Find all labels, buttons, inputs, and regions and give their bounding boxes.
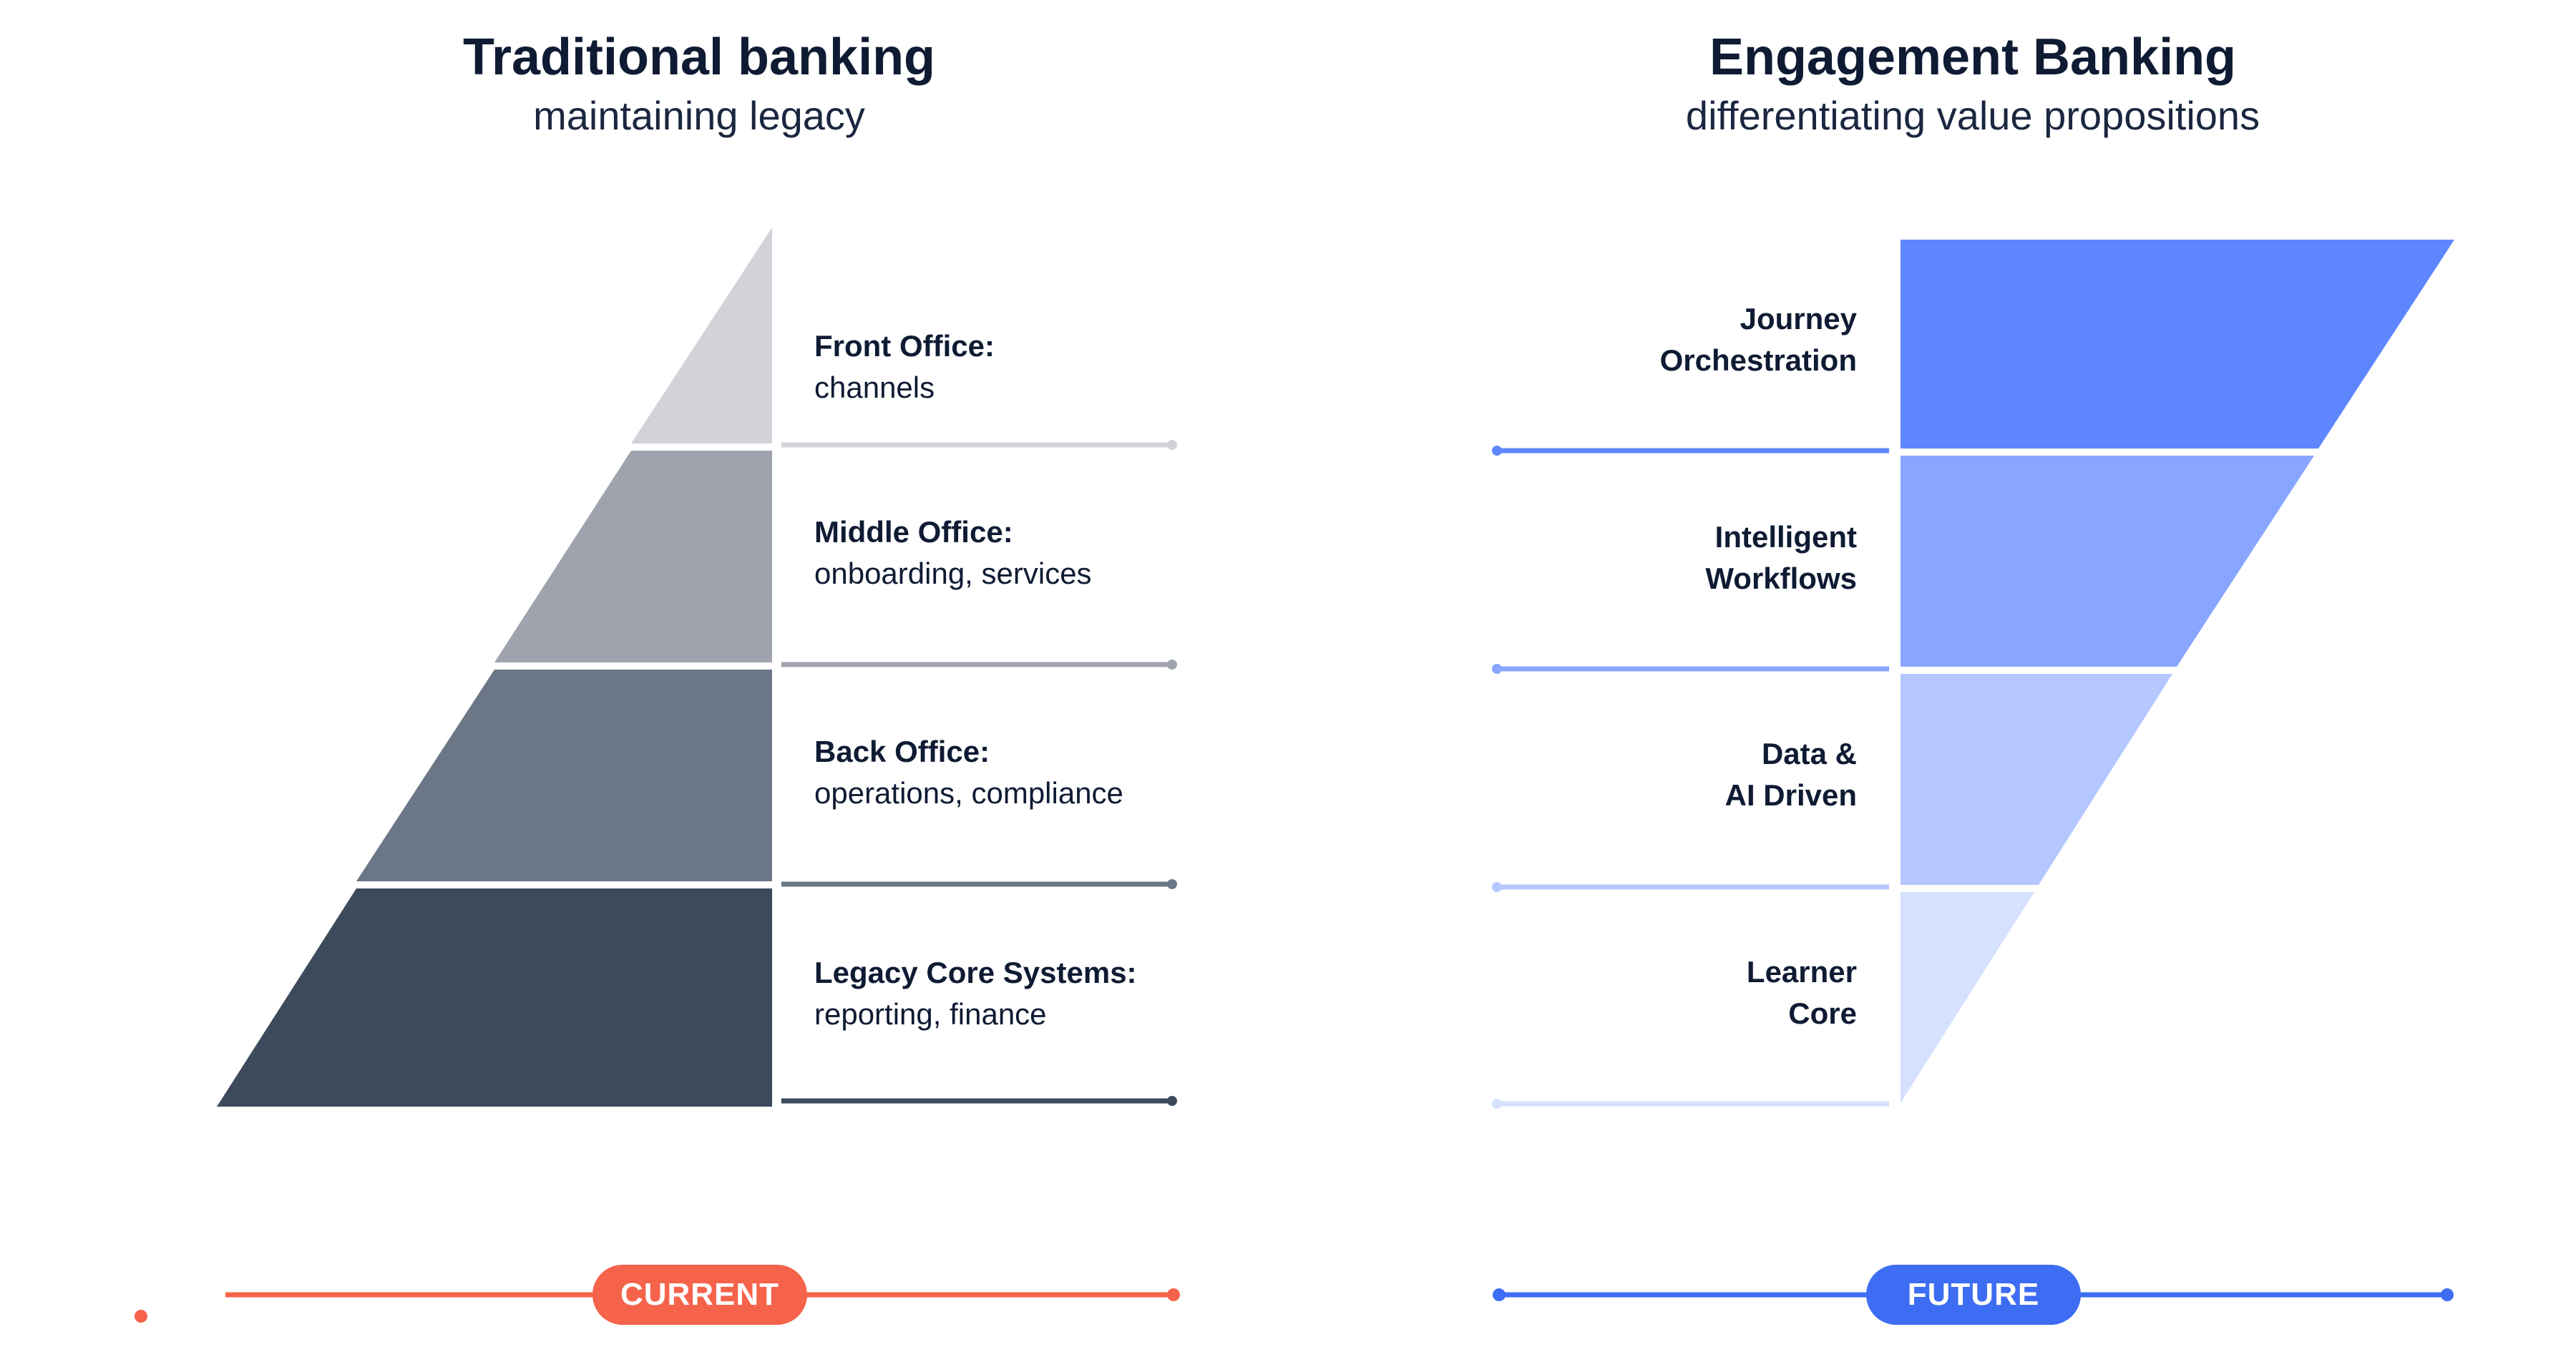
middle-office-detail: onboarding, services — [814, 557, 1092, 590]
tier-legacy-core-shape — [217, 888, 772, 1107]
data-ai-driven-line1: Data & — [1761, 737, 1857, 770]
separator-workflows-dot — [1492, 664, 1502, 674]
back-office-detail: operations, compliance — [814, 776, 1123, 810]
future-timeline-start-dot — [1493, 1288, 1506, 1301]
future-timeline-end-dot — [2441, 1288, 2454, 1301]
front-office-name: Front Office: — [814, 329, 995, 363]
engagement-separators — [1492, 446, 1889, 1109]
data-ai-driven-label: Data & AI Driven — [1513, 733, 1857, 816]
intelligent-workflows-line2: Workflows — [1705, 562, 1857, 595]
data-ai-driven-line2: AI Driven — [1724, 778, 1857, 812]
intelligent-workflows-line1: Intelligent — [1714, 520, 1857, 554]
learner-core-label: Learner Core — [1513, 951, 1857, 1034]
separator-legacy-core-dot — [1167, 1096, 1177, 1106]
tier-learner-core-shape — [1901, 892, 2034, 1103]
learner-core-line2: Core — [1788, 996, 1857, 1030]
traditional-separators — [781, 440, 1177, 1106]
front-office-label: Front Office: channels — [814, 325, 995, 408]
legacy-core-detail: reporting, finance — [814, 997, 1047, 1031]
learner-core-line1: Learner — [1746, 955, 1857, 989]
legacy-core-name: Legacy Core Systems: — [814, 956, 1137, 989]
current-badge: CURRENT — [592, 1265, 807, 1325]
current-stray-dot — [135, 1310, 147, 1323]
back-office-label: Back Office: operations, compliance — [814, 731, 1123, 814]
separator-back-office-dot — [1167, 879, 1177, 889]
tier-back-office-shape — [356, 670, 772, 881]
middle-office-name: Middle Office: — [814, 515, 1013, 549]
future-badge: FUTURE — [1866, 1265, 2081, 1325]
journey-orchestration-line1: Journey — [1740, 302, 1857, 335]
separator-front-office-dot — [1167, 440, 1177, 450]
legacy-core-label: Legacy Core Systems: reporting, finance — [814, 952, 1137, 1035]
separator-journey-dot — [1492, 446, 1502, 456]
engagement-subtitle: differentiating value propositions — [1685, 93, 2260, 138]
back-office-name: Back Office: — [814, 735, 990, 768]
separator-middle-office-dot — [1167, 660, 1177, 670]
tier-middle-office-shape — [494, 451, 772, 662]
tier-journey-orchestration-shape — [1901, 240, 2454, 449]
engagement-title: Engagement Banking — [1709, 29, 2237, 86]
tier-intelligent-workflows-shape — [1901, 456, 2314, 667]
separator-data-ai-dot — [1492, 882, 1502, 892]
front-office-detail: channels — [814, 371, 935, 404]
traditional-title: Traditional banking — [462, 29, 936, 86]
separator-learner-dot — [1492, 1099, 1502, 1109]
traditional-subtitle: maintaining legacy — [533, 93, 865, 138]
journey-orchestration-line2: Orchestration — [1659, 343, 1857, 377]
middle-office-label: Middle Office: onboarding, services — [814, 511, 1092, 594]
intelligent-workflows-label: Intelligent Workflows — [1513, 516, 1857, 599]
current-timeline-end-dot — [1167, 1288, 1180, 1301]
tier-front-office-shape — [631, 227, 772, 444]
journey-orchestration-label: Journey Orchestration — [1513, 298, 1857, 381]
tier-data-ai-shape — [1901, 674, 2172, 885]
